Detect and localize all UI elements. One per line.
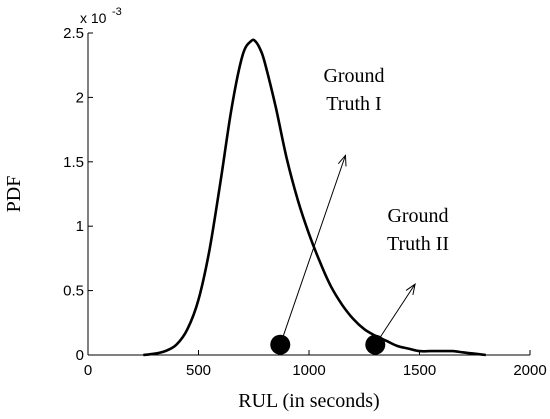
annotation-text: Ground (387, 205, 448, 227)
ticks: 0 500 1000 1500 2000 0 0.5 1 1.5 2 2.5 (63, 25, 547, 379)
annotation-text: Truth II (387, 233, 449, 255)
annotation-arrow-head (337, 154, 347, 167)
annotation-arrow-head (405, 283, 416, 296)
x-tick-label: 500 (186, 362, 211, 379)
y-tick-label: 1 (76, 218, 84, 235)
x-tick-label: 2000 (513, 362, 546, 379)
x-axis-label: RUL (in seconds) (238, 390, 379, 412)
x-tick-label: 1500 (403, 362, 436, 379)
y-scale-exponent: -3 (112, 6, 122, 18)
plot-area (88, 33, 530, 355)
annotation-arrow-line (374, 283, 416, 345)
annotation-text: Truth I (326, 93, 381, 115)
y-tick-label: 0.5 (63, 283, 84, 300)
x-tick-label: 0 (84, 362, 92, 379)
annotation-arrow-line (279, 155, 346, 345)
y-axis-label: PDF (3, 176, 25, 213)
x-tick-label: 1000 (292, 362, 325, 379)
y-tick-label: 0 (76, 347, 84, 364)
y-tick-label: 1.5 (63, 154, 84, 171)
annotations: Ground Truth I Ground Truth II (279, 65, 449, 345)
pdf-curve (143, 38, 486, 357)
y-tick-label: 2.5 (63, 25, 84, 42)
annotation-text: Ground (323, 65, 384, 87)
y-scale-label: x 10 (80, 10, 107, 26)
y-tick-label: 2 (76, 89, 84, 106)
